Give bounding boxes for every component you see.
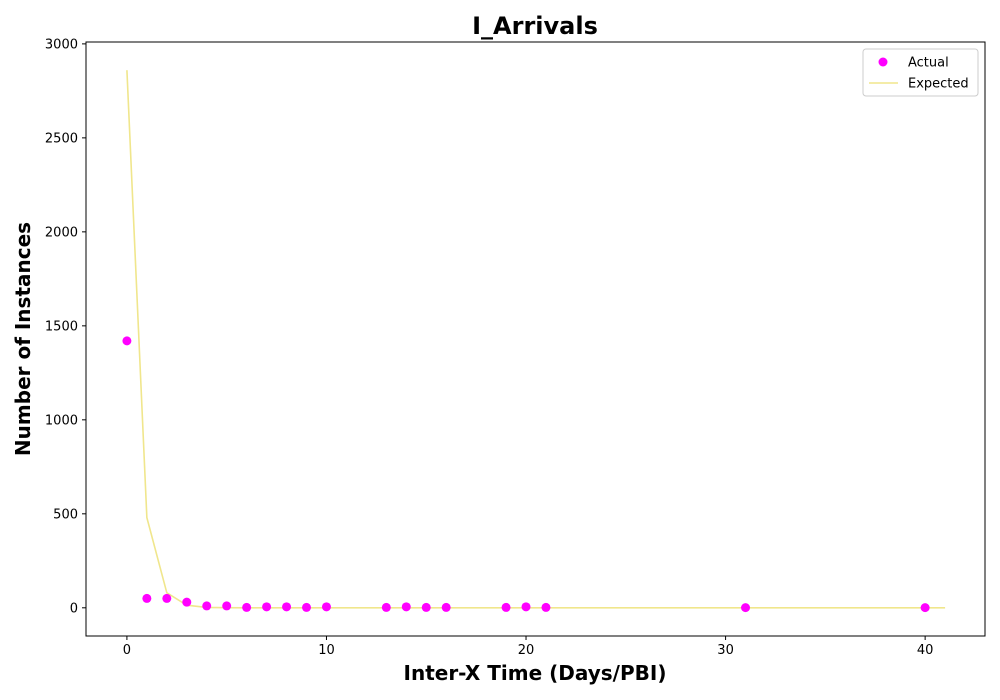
y-axis-label: Number of Instances [11, 222, 35, 456]
actual-point [521, 602, 531, 612]
actual-point [162, 593, 172, 603]
actual-point [421, 602, 431, 612]
legend-marker-actual [878, 57, 888, 67]
y-tick-label: 1500 [45, 319, 78, 334]
y-tick-label: 0 [70, 601, 78, 616]
y-tick-label: 2500 [45, 131, 78, 146]
x-tick-label: 30 [717, 643, 734, 658]
legend-label: Expected [908, 77, 969, 92]
y-tick-label: 3000 [45, 37, 78, 52]
y-axis: 0 500 1000 1500 2000 2500 3000 [45, 37, 86, 616]
expected-line [126, 70, 946, 609]
y-tick-label: 2000 [45, 225, 78, 240]
x-axis-label: Inter-X Time (Days/PBI) [404, 661, 667, 685]
legend-box [862, 48, 979, 97]
plot-area: 0 10 20 30 40 0 500 1000 1500 2000 2500 3000 [45, 37, 986, 658]
actual-point [501, 602, 511, 612]
actual-point [920, 603, 930, 613]
actual-point [302, 602, 312, 612]
actual-point [441, 602, 451, 612]
series-layer [122, 70, 946, 613]
actual-point [122, 336, 132, 346]
actual-point [222, 601, 232, 611]
legend-label: Actual [908, 56, 949, 71]
actual-point [282, 602, 292, 612]
x-tick-label: 40 [917, 643, 934, 658]
x-axis: 0 10 20 30 40 [123, 636, 934, 658]
actual-point [541, 602, 551, 612]
actual-point [262, 602, 272, 612]
plot-frame [85, 41, 986, 637]
actual-point [142, 593, 152, 603]
y-tick-label: 500 [53, 507, 78, 522]
actual-point [321, 602, 331, 612]
actual-point [401, 602, 411, 612]
chart-title: I_Arrivals [472, 12, 598, 40]
actual-point [202, 601, 212, 611]
x-tick-label: 0 [123, 643, 131, 658]
x-tick-label: 10 [318, 643, 335, 658]
actual-point [381, 602, 391, 612]
legend: Actual Expected [862, 48, 979, 97]
y-tick-label: 1000 [45, 413, 78, 428]
legend-items: Actual Expected [869, 56, 969, 92]
actual-point [741, 603, 751, 613]
x-tick-label: 20 [518, 643, 535, 658]
actual-point [242, 602, 252, 612]
actual-point [182, 597, 192, 607]
